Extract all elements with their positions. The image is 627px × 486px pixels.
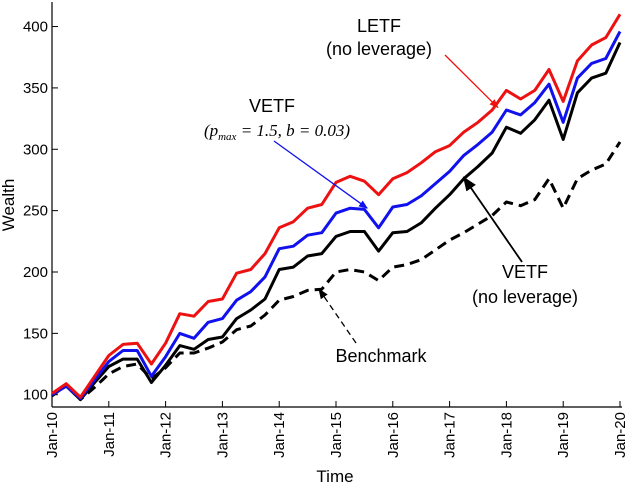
x-tick-label: Jan-13 xyxy=(214,412,231,458)
x-tick-label: Jan-20 xyxy=(612,412,627,458)
annotation-letf: LETF (no leverage) xyxy=(326,16,499,109)
x-tick-label: Jan-15 xyxy=(328,412,345,458)
x-tick-label: Jan-14 xyxy=(271,412,288,458)
annotation-vetf-noleverage: VETF (no leverage) xyxy=(462,176,578,307)
y-tick-label: 250 xyxy=(23,203,48,220)
annotation-vetf-leverage-arrow xyxy=(273,140,368,209)
x-tick-label: Jan-17 xyxy=(442,412,459,458)
series-vetf-noleverage-points xyxy=(51,42,621,400)
annotation-vetf-leverage: VETF (pmax = 1.5, b = 0.03) xyxy=(204,96,368,209)
annotation-letf-line-1: LETF xyxy=(357,16,401,36)
series-vetf-leverage-points xyxy=(51,31,621,399)
y-tick-label: 400 xyxy=(23,19,48,36)
x-tick-label: Jan-18 xyxy=(498,412,515,458)
annotation-vetf-noleverage-line-2: (no leverage) xyxy=(472,287,578,307)
annotation-benchmark-label: Benchmark xyxy=(335,346,427,366)
annotation-letf-line-2: (no leverage) xyxy=(326,39,432,59)
annotation-benchmark-arrow xyxy=(318,288,357,344)
y-tick-label: 150 xyxy=(23,325,48,342)
y-ticks: 100 150 200 250 300 350 400 xyxy=(23,19,58,404)
y-tick-label: 100 xyxy=(23,387,48,404)
annotation-vetf-leverage-formula: (pmax = 1.5, b = 0.03) xyxy=(204,121,350,143)
y-tick-label: 350 xyxy=(23,80,48,97)
annotation-letf-arrow xyxy=(444,54,499,109)
y-axis-title: Wealth xyxy=(0,179,18,232)
annotation-vetf-noleverage-line-1: VETF xyxy=(502,262,548,282)
y-tick-label: 200 xyxy=(23,264,48,281)
series-letf-line xyxy=(51,13,622,399)
x-tick-label: Jan-10 xyxy=(44,412,61,458)
annotation-vetf-noleverage-arrow xyxy=(462,176,523,263)
x-tick-label: Jan-19 xyxy=(555,412,572,458)
y-tick-label: 300 xyxy=(23,141,48,158)
series-letf-points xyxy=(51,14,621,398)
x-axis-title: Time xyxy=(316,467,353,486)
x-tick-label: Jan-12 xyxy=(158,412,175,458)
annotation-vetf-leverage-title: VETF xyxy=(249,96,295,116)
x-ticks: Jan-10 Jan-11 Jan-12 Jan-13 Jan-14 Jan-15 Jan-… xyxy=(44,401,627,458)
annotation-benchmark: Benchmark xyxy=(318,288,428,366)
series-layer xyxy=(51,13,622,402)
x-tick-label: Jan-11 xyxy=(101,412,118,457)
x-tick-label: Jan-16 xyxy=(385,412,402,458)
